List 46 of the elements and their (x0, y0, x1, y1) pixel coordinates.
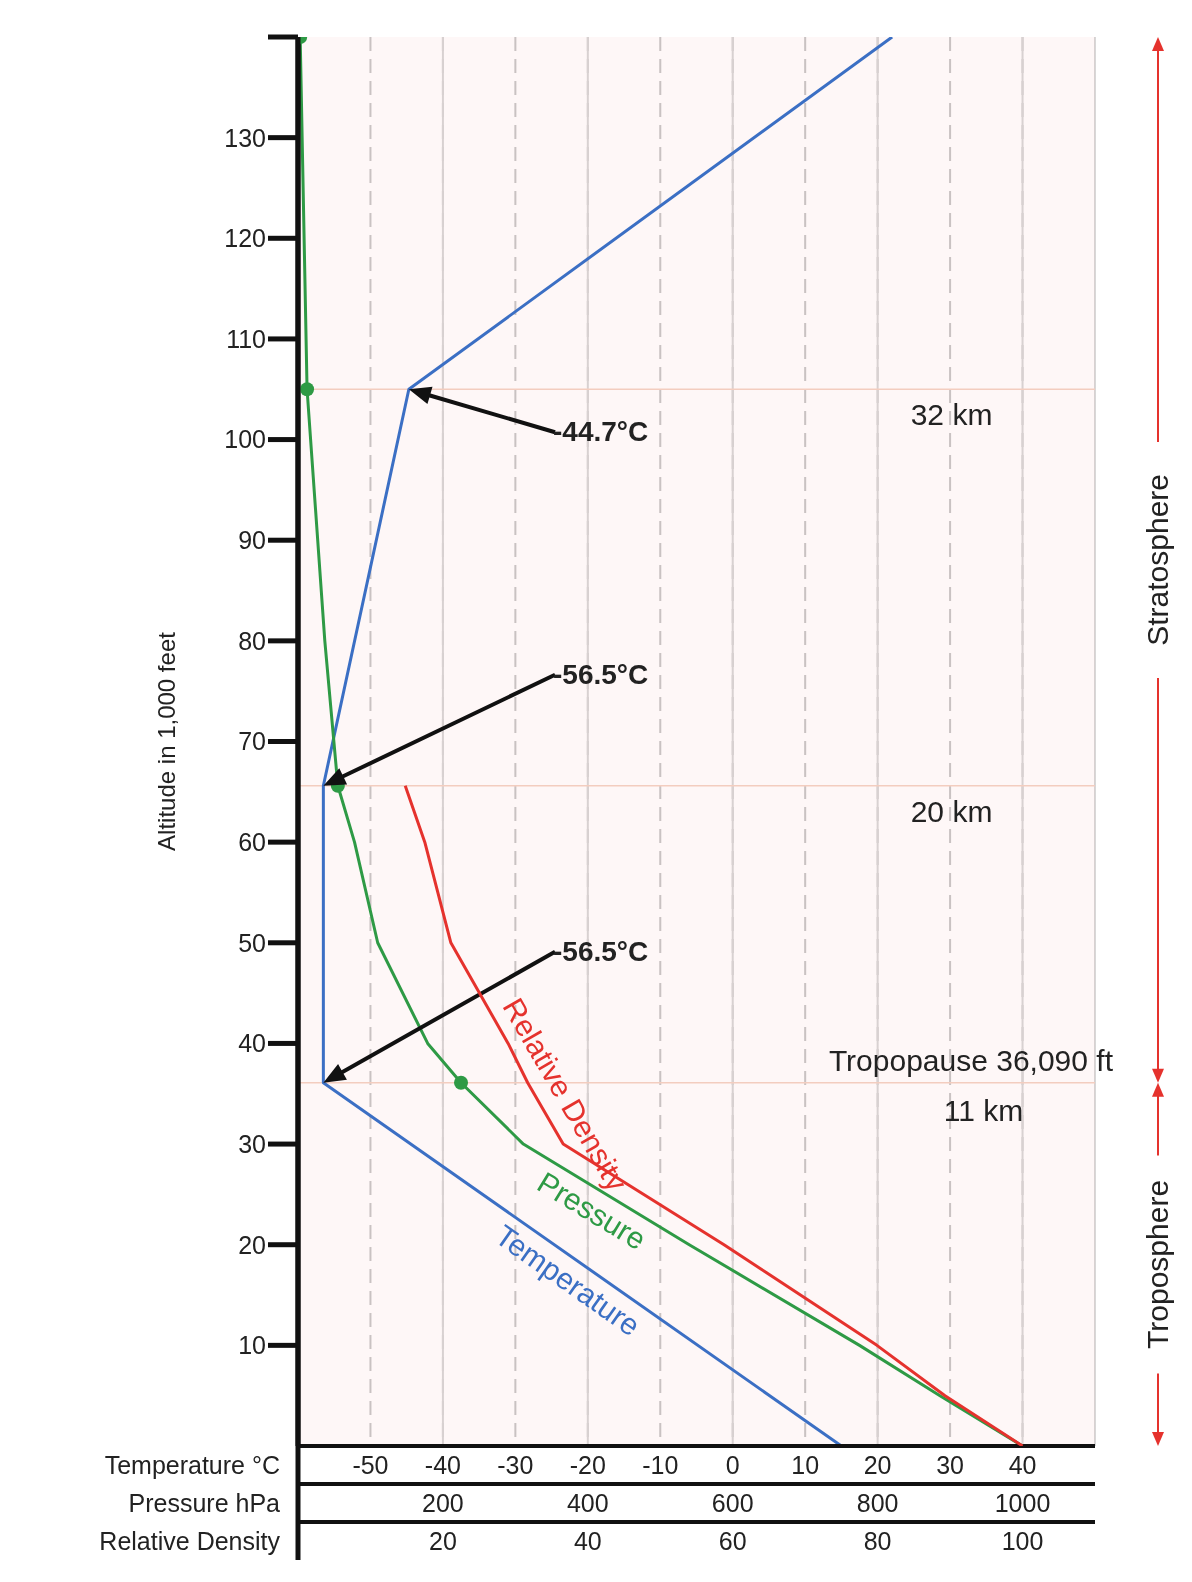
x-tick-label: -30 (497, 1451, 534, 1479)
x-tick-label: 80 (863, 1527, 892, 1555)
y-axis-title: Altitude in 1,000 feet (153, 631, 180, 851)
x-tick-label: 60 (718, 1527, 747, 1555)
x-axis-title: Temperature °C (104, 1451, 280, 1479)
x-tick-label: 10 (791, 1451, 820, 1479)
x-tick-label: 40 (573, 1527, 602, 1555)
x-tick-label: -10 (642, 1451, 679, 1479)
x-axis-title: Relative Density (99, 1527, 281, 1555)
x-tick-label: 100 (1001, 1527, 1044, 1555)
x2-tick-label: 800 (856, 1489, 899, 1517)
x2-tick-label: 600 (711, 1489, 754, 1517)
x-tick-label: 40 (1008, 1451, 1037, 1479)
x-tick-label: 20 (429, 1527, 457, 1555)
y-tick-label: 100 (224, 425, 266, 454)
x-tick-label: -20 (569, 1451, 606, 1479)
y-tick-label: 50 (238, 928, 266, 957)
x2-tick-label: 400 (566, 1489, 609, 1517)
x-tick-label: 0 (725, 1451, 740, 1479)
x2-tick-label: 200 (422, 1489, 464, 1517)
y-tick-label: 90 (238, 526, 266, 555)
x-tick-label: -40 (424, 1451, 461, 1479)
annotation: -56.5°C (553, 935, 649, 967)
x-tick-label: -50 (352, 1451, 389, 1479)
y-tick-label: 20 (238, 1230, 266, 1259)
band-label: Stratosphere (1141, 474, 1174, 646)
x2-axis-title: Pressure hPa (128, 1489, 281, 1517)
ref-line-label: Tropopause 36,090 ft (828, 1043, 1114, 1077)
band-label: Troposphere (1141, 1179, 1174, 1349)
annotation: -44.7°C (553, 416, 649, 448)
ref-line-label: 32 km (910, 398, 993, 432)
y-tick-label: 60 (238, 828, 266, 857)
y-tick-label: 40 (238, 1029, 266, 1058)
x-tick-label: 30 (936, 1451, 964, 1479)
annotation: -56.5°C (553, 658, 649, 690)
x-tick-label: 20 (863, 1451, 892, 1479)
y-tick-label: 70 (238, 727, 266, 756)
x2-tick-label: 1000 (994, 1489, 1051, 1517)
y-tick-label: 10 (238, 1331, 266, 1360)
ref-line-label: 20 km (910, 794, 993, 828)
y-tick-label: 30 (238, 1129, 266, 1158)
y-tick-label: 80 (238, 626, 266, 655)
y-tick-label: 120 (224, 224, 266, 253)
y-tick-label: 110 (226, 324, 266, 353)
y-tick-label: 130 (224, 123, 266, 152)
annotation: 11 km (943, 1093, 1024, 1127)
